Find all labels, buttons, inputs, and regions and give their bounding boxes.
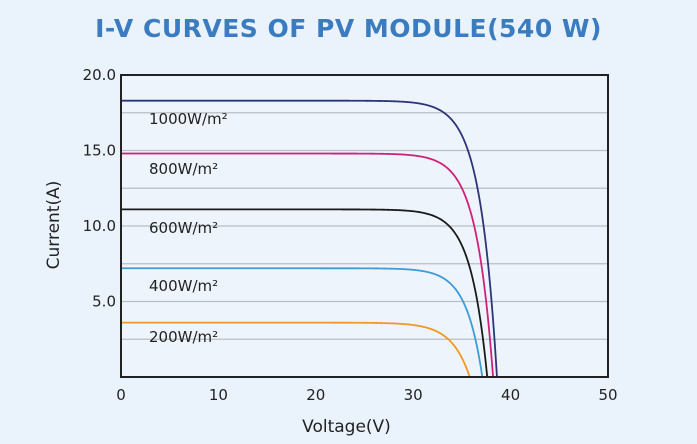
x-axis-label: Voltage(V) <box>302 417 391 437</box>
y-tick-label: 15.0 <box>83 142 116 160</box>
iv-curve-600 <box>121 208 489 378</box>
plot-frame <box>120 74 609 378</box>
x-tick-label: 50 <box>598 386 617 404</box>
y-tick-label: 5.0 <box>92 293 116 311</box>
y-tick-label: 20.0 <box>83 66 116 84</box>
chart-title: I-V CURVES OF PV MODULE(540 W) <box>95 14 602 43</box>
x-tick-label: 40 <box>501 386 520 404</box>
iv-curve-1000 <box>121 99 498 378</box>
series-label: 600W/m² <box>149 219 218 237</box>
y-axis-label: Current(A) <box>44 181 64 270</box>
series-label: 200W/m² <box>149 328 218 346</box>
iv-curve-200 <box>121 321 471 378</box>
x-tick-label: 30 <box>404 386 423 404</box>
iv-curve-800 <box>121 152 494 378</box>
series-label: 800W/m² <box>149 160 218 178</box>
x-tick-label: 20 <box>306 386 325 404</box>
iv-curve-400 <box>121 267 484 378</box>
x-tick-label: 10 <box>209 386 228 404</box>
y-tick-label: 10.0 <box>83 217 116 235</box>
x-tick-label: 0 <box>116 386 126 404</box>
series-label: 400W/m² <box>149 277 218 295</box>
series-label: 1000W/m² <box>149 110 228 128</box>
